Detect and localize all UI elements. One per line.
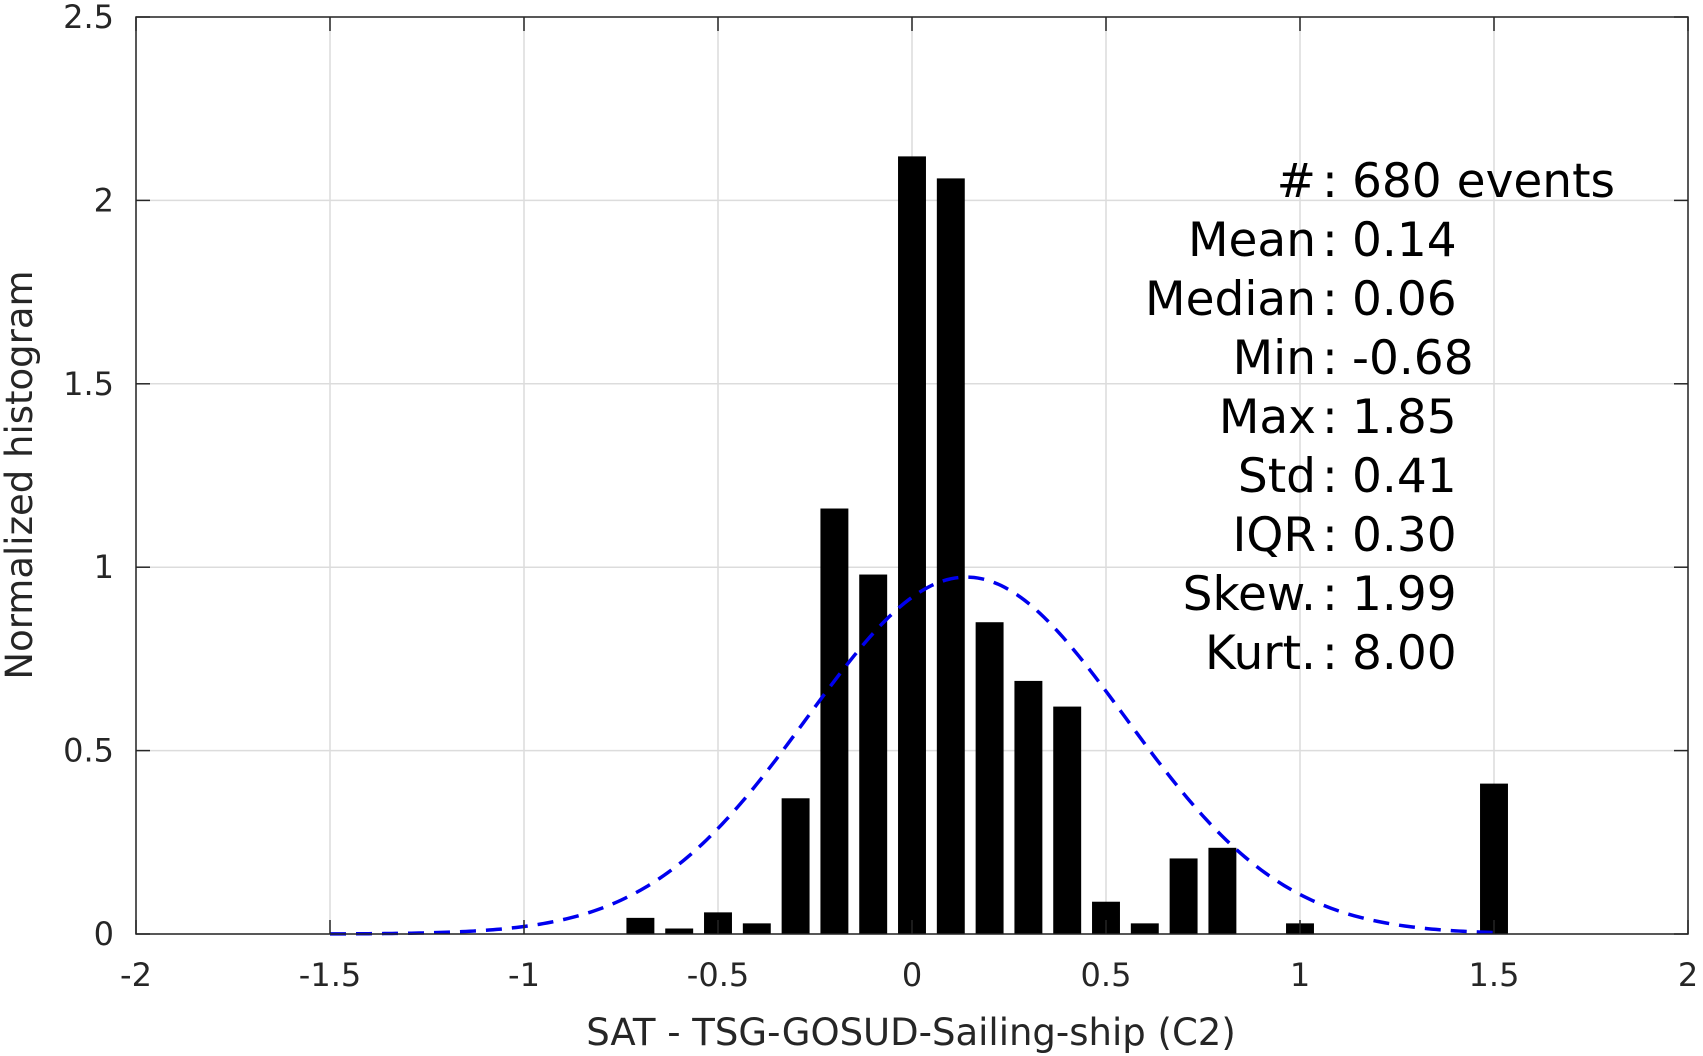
histogram-bar: [781, 798, 810, 934]
y-tick-label: 1.5: [63, 365, 114, 403]
x-tick-label: 1: [1290, 956, 1310, 994]
stat-value: 0.30: [1352, 508, 1457, 563]
x-tick-label: -2: [120, 956, 152, 994]
stat-value: 0.06: [1352, 272, 1457, 327]
x-tick-label: -1: [508, 956, 540, 994]
stat-label: IQR: [1232, 508, 1316, 563]
stat-value: 8.00: [1352, 626, 1457, 681]
x-tick-label: 0.5: [1081, 956, 1132, 994]
stat-label: Mean: [1188, 213, 1316, 268]
stat-colon: :: [1322, 508, 1338, 563]
histogram-bar: [1208, 847, 1237, 934]
stat-label: Max: [1219, 390, 1316, 445]
histogram-bar: [936, 178, 965, 935]
y-tick-label: 0.5: [63, 732, 114, 770]
stat-value: 0.14: [1352, 213, 1457, 268]
stat-colon: :: [1322, 567, 1338, 622]
stat-label: #: [1277, 154, 1316, 209]
stat-label: Min: [1233, 331, 1316, 386]
x-tick-labels: -2 -1.5 -1 -0.5 0 0.5 1 1.5 2: [120, 956, 1698, 994]
histogram-bar: [1014, 680, 1043, 934]
x-tick-label: -0.5: [687, 956, 749, 994]
stat-label: Skew.: [1183, 567, 1316, 622]
stat-colon: :: [1322, 213, 1338, 268]
histogram-bar: [820, 508, 849, 934]
y-tick-labels: 0 0.5 1 1.5 2 2.5: [63, 0, 114, 953]
stat-value: 1.99: [1352, 567, 1457, 622]
histogram-bar: [1053, 706, 1082, 934]
stat-colon: :: [1322, 626, 1338, 681]
histogram-bar: [1480, 783, 1508, 934]
histogram-bar: [859, 574, 888, 934]
histogram-bar: [665, 928, 694, 934]
stat-label: Std: [1238, 449, 1316, 504]
axis-ticks: [135, 16, 1689, 935]
stat-label: Kurt.: [1205, 626, 1316, 681]
stat-colon: :: [1322, 154, 1338, 209]
histogram-bar: [626, 917, 655, 934]
x-tick-label: 0: [902, 956, 922, 994]
stat-colon: :: [1322, 390, 1338, 445]
histogram-bars: [626, 156, 1508, 935]
histogram-bar: [742, 923, 771, 934]
stat-value: 680 events: [1352, 154, 1615, 209]
x-tick-label: 2: [1678, 956, 1698, 994]
y-tick-label: 2.5: [63, 0, 114, 36]
x-tick-label: 1.5: [1469, 956, 1520, 994]
histogram-bar: [975, 622, 1004, 934]
x-tick-label: -1.5: [299, 956, 361, 994]
histogram-bar: [898, 156, 926, 934]
stat-colon: :: [1322, 331, 1338, 386]
y-tick-label: 1: [94, 548, 114, 586]
stat-value: 1.85: [1352, 390, 1457, 445]
histogram-bar: [1169, 858, 1198, 934]
stat-value: -0.68: [1352, 331, 1474, 386]
stat-label: Median: [1145, 272, 1316, 327]
stat-colon: :: [1322, 272, 1338, 327]
stat-colon: :: [1322, 449, 1338, 504]
histogram-bar: [1130, 923, 1159, 934]
y-tick-label: 2: [94, 181, 114, 219]
x-axis-label: SAT - TSG-GOSUD-Sailing-ship (C2): [586, 1011, 1236, 1054]
y-axis-label: Normalized histogram: [0, 270, 41, 679]
y-tick-label: 0: [94, 915, 114, 953]
stat-value: 0.41: [1352, 449, 1457, 504]
